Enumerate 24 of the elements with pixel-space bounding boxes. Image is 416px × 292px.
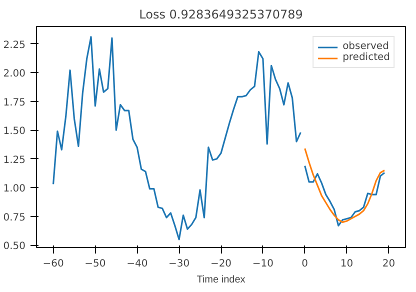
y-tick-label: 0.50 — [3, 241, 26, 252]
x-tick-label: 10 — [340, 258, 354, 270]
y-tick-label: 1.00 — [3, 184, 26, 195]
y-tick-label: 1.25 — [3, 154, 26, 166]
x-tick-label: −40 — [126, 258, 148, 270]
y-tick-label: 1.50 — [3, 126, 26, 138]
legend-label: observed — [342, 41, 389, 52]
y-tick-label: 0.75 — [3, 212, 26, 224]
x-tick-label: 0 — [302, 258, 308, 270]
line-series — [304, 164, 386, 226]
x-tick-label: −30 — [168, 258, 190, 270]
x-tick-label: −20 — [210, 258, 232, 270]
y-tick-label: 2.00 — [3, 68, 26, 80]
x-tick-label: −60 — [42, 258, 64, 270]
y-tick-label: 2.25 — [3, 40, 26, 51]
chart-title: Loss 0.9283649325370789 — [139, 8, 303, 22]
legend-label: predicted — [342, 52, 390, 63]
y-tick-label: 1.75 — [3, 97, 26, 108]
line-series — [52, 36, 302, 240]
x-tick-label: 20 — [382, 258, 396, 270]
x-tick-label: −50 — [84, 258, 106, 270]
line-series — [304, 148, 386, 223]
x-tick-label: −10 — [252, 258, 274, 270]
x-axis-title: Time index — [196, 274, 246, 286]
